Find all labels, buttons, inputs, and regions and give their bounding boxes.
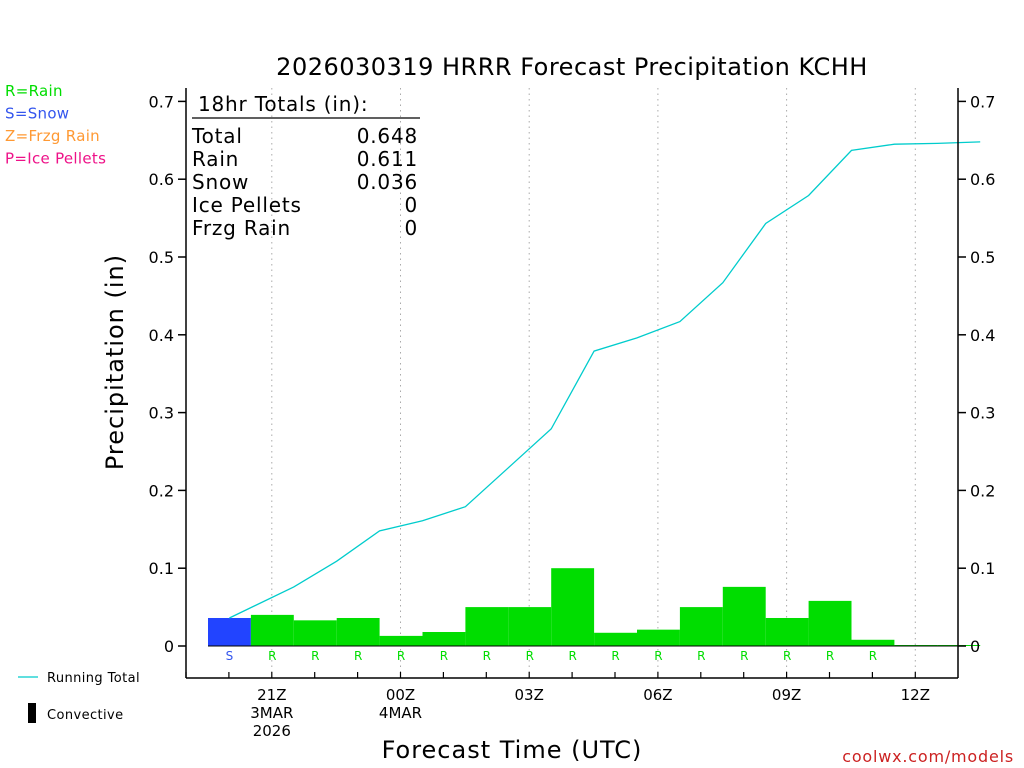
precip-type-label: R [740,649,748,663]
precip-bar [808,600,852,646]
precip-bar [293,620,337,646]
x-tick-label: 00Z [386,686,415,704]
y-tick-label-right: 0.6 [970,170,995,189]
x-tick-label: 2026 [253,722,291,740]
precip-type-label: R [697,649,705,663]
totals-row-label: Rain [192,147,239,171]
x-axis-label: Forecast Time (UTC) [382,736,643,764]
y-tick-label-left: 0.2 [149,481,174,500]
precip-type-label: S [226,649,234,663]
y-tick-label-right: 0.7 [970,92,995,111]
type-key-item: Z=Frzg Rain [5,127,100,145]
chart-title: 2026030319 HRRR Forecast Precipitation K… [276,53,868,81]
running-total-legend: Running Total [18,671,140,686]
precip-bar [379,635,423,646]
precip-type-label: R [869,649,877,663]
precip-bar [422,631,466,646]
x-tick-label: 03Z [515,686,544,704]
y-tick-label-right: 0.3 [970,404,995,423]
precip-bar [508,607,552,646]
x-tick-label: 09Z [772,686,801,704]
y-tick-label-right: 0.5 [970,248,995,267]
precip-bar [250,614,294,646]
x-tick-label: 12Z [901,686,930,704]
precip-type-label: R [440,649,448,663]
running-total-line [229,141,981,619]
y-tick-label-right: 0.2 [970,481,995,500]
plot-area: S R R R R R R R R R R R R R R R0 00.1 0.10.2 0.20.3 0.30.4 0… [149,88,995,740]
y-tick-label-left: 0.3 [149,404,174,423]
running-total-legend-label: Running Total [47,671,140,686]
x-tick-label: 21Z [257,686,286,704]
convective-legend-label: Convective [47,708,124,723]
totals-row-label: Frzg Rain [192,216,291,240]
totals-row-value: 0.648 [357,124,418,148]
totals-header: 18hr Totals (in): [198,92,368,116]
totals-row-value: 0 [404,216,418,240]
precip-type-label: R [311,649,319,663]
precip-bar [637,629,680,646]
x-tick-label: 06Z [643,686,672,704]
precip-type-label: R [611,649,619,663]
convective-legend-swatch [28,703,36,723]
precip-type-label: R [568,649,576,663]
precip-bar [594,632,637,646]
y-tick-label-left: 0.4 [149,326,174,345]
precip-bar [851,639,895,646]
y-tick-label-left: 0.7 [149,92,174,111]
precip-type-label: R [483,649,491,663]
type-key-item: P=Ice Pellets [5,150,106,168]
type-key-item: S=Snow [5,105,69,123]
totals-row-label: Snow [192,170,249,194]
precip-bar [465,607,509,646]
type-key-item: R=Rain [5,82,63,100]
precip-bar [679,607,723,646]
precip-type-label: R [268,649,276,663]
totals-row-label: Total [191,124,243,148]
x-tick-label: 3MAR [250,704,293,722]
y-tick-label-right: 0.4 [970,326,995,345]
totals-row-value: 0.611 [357,147,418,171]
precip-type-label: R [397,649,405,663]
totals-row-value: 0 [404,193,418,217]
precip-bar [336,617,380,646]
convective-legend: Convective [28,703,124,723]
precip-bar [765,617,809,646]
precip-type-key: R=Rain S=Snow Z=Frzg Rain P=Ice Pellets [5,82,106,168]
credit-text: coolwx.com/models [842,747,1014,766]
precip-bar [722,586,766,646]
y-tick-label-left: 0.1 [149,559,174,578]
precip-type-label: R [783,649,791,663]
y-tick-label-right: 0 [970,637,980,656]
totals-row-value: 0.036 [357,170,418,194]
precip-bar [551,568,595,646]
y-tick-label-left: 0 [164,637,174,656]
precip-type-label: R [826,649,834,663]
y-tick-label-right: 0.1 [970,559,995,578]
precip-type-label: R [526,649,534,663]
precip-type-label: R [354,649,362,663]
y-tick-label-left: 0.5 [149,248,174,267]
totals-row-label: Ice Pellets [192,193,302,217]
precip-bar [208,617,251,646]
x-tick-label: 4MAR [379,704,422,722]
precip-type-label: R [654,649,662,663]
y-tick-label-left: 0.6 [149,170,174,189]
y-axis-label: Precipitation (in) [101,254,129,470]
